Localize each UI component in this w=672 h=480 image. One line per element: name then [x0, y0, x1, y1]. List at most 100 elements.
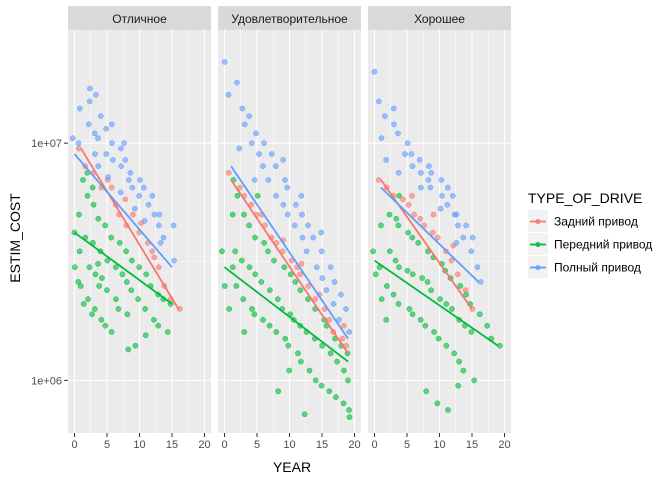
data-point — [444, 201, 451, 208]
data-point — [313, 264, 320, 271]
data-point — [292, 279, 299, 285]
data-point — [392, 257, 399, 264]
data-point — [404, 140, 411, 147]
data-point — [319, 342, 325, 349]
data-point — [282, 335, 289, 342]
data-point — [249, 306, 255, 312]
data-point — [92, 271, 99, 278]
data-point — [117, 189, 124, 196]
x-tick-label: 0 — [371, 439, 377, 451]
data-point — [393, 215, 400, 222]
data-point — [261, 240, 267, 246]
data-point — [327, 264, 334, 271]
data-point — [281, 264, 288, 271]
data-point — [84, 192, 91, 199]
data-point — [384, 283, 390, 289]
data-point — [280, 201, 287, 208]
data-point — [252, 234, 258, 241]
data-point — [474, 264, 481, 271]
data-point — [383, 157, 390, 163]
data-point — [156, 211, 163, 218]
data-point — [69, 135, 76, 141]
data-point — [234, 79, 240, 86]
data-point — [497, 342, 503, 349]
data-point — [443, 342, 450, 349]
data-point — [303, 248, 310, 255]
data-point — [437, 205, 444, 212]
panel-strip-title: Отличное — [112, 12, 167, 26]
data-point — [241, 121, 248, 128]
data-point — [371, 68, 378, 75]
data-point — [273, 329, 280, 335]
x-tick-label: 0 — [221, 439, 227, 451]
trend-line — [73, 231, 173, 305]
data-point — [449, 306, 455, 312]
data-point — [298, 358, 304, 365]
panel-2: Удовлетворительное — [218, 6, 361, 433]
data-point — [409, 234, 416, 241]
data-point — [326, 388, 333, 395]
data-point — [102, 222, 109, 229]
data-point — [453, 240, 460, 246]
data-point — [418, 169, 424, 176]
data-point — [378, 296, 385, 303]
data-point — [103, 125, 109, 132]
legend-key-point — [535, 241, 541, 248]
data-point — [340, 400, 347, 407]
data-point — [402, 151, 408, 157]
data-point — [151, 254, 158, 261]
data-point — [229, 264, 236, 271]
x-tick-label: 5 — [104, 439, 110, 451]
data-point — [95, 260, 101, 267]
data-point — [268, 151, 275, 157]
data-point — [219, 248, 225, 255]
data-point — [99, 275, 105, 281]
trend-line — [230, 165, 349, 340]
legend-item: Задний привод — [528, 210, 638, 232]
panel-strip-title: Хорошее — [414, 12, 465, 26]
data-point — [395, 169, 402, 176]
data-point — [160, 234, 167, 241]
legend-label: Задний привод — [554, 215, 638, 229]
data-point — [225, 169, 232, 176]
x-tick-label: 5 — [404, 439, 410, 451]
data-point — [246, 264, 253, 271]
data-point — [395, 130, 401, 137]
data-point — [468, 329, 475, 335]
data-point — [261, 140, 267, 147]
data-point — [229, 211, 236, 218]
data-point — [448, 257, 455, 264]
data-point — [376, 98, 382, 105]
data-point — [405, 229, 412, 236]
data-point — [434, 234, 441, 241]
data-point — [453, 211, 460, 218]
data-point — [395, 301, 402, 307]
data-point — [484, 322, 491, 329]
panel-data — [69, 85, 183, 353]
data-point — [411, 211, 417, 218]
data-point — [71, 264, 78, 271]
data-point — [267, 287, 273, 294]
data-point — [108, 184, 115, 191]
data-point — [275, 388, 282, 395]
data-point — [251, 177, 258, 183]
data-point — [330, 301, 337, 307]
data-point — [143, 271, 150, 278]
data-point — [86, 98, 93, 105]
data-point — [272, 163, 279, 170]
legend: TYPE_OF_DRIVE Задний привод Передний прив… — [528, 190, 652, 278]
data-point — [409, 271, 416, 278]
x-tick-label: 15 — [316, 439, 328, 451]
data-point — [265, 177, 272, 183]
data-point — [477, 279, 484, 285]
data-point — [284, 184, 291, 191]
data-point — [108, 234, 115, 241]
trend-line — [373, 259, 499, 347]
trend-line — [223, 266, 349, 363]
data-point — [426, 163, 432, 170]
data-point — [260, 316, 266, 323]
data-point — [408, 151, 415, 157]
data-point — [312, 377, 319, 384]
data-point — [87, 85, 93, 92]
